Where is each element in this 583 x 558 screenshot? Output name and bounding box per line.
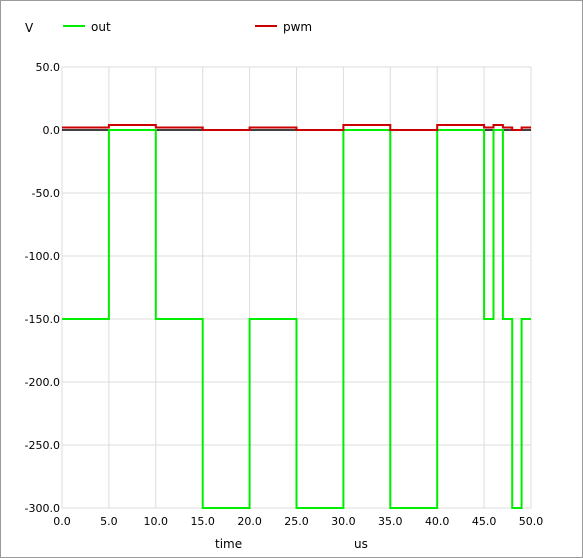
x-axis-unit: us — [354, 537, 368, 551]
x-tick-label: 15.0 — [190, 515, 215, 528]
x-tick-label: 35.0 — [378, 515, 403, 528]
legend-label-pwm: pwm — [283, 20, 312, 34]
x-tick-label: 45.0 — [472, 515, 497, 528]
y-tick-label: -200.0 — [25, 376, 60, 389]
y-tick-label: -150.0 — [25, 313, 60, 326]
x-tick-label: 20.0 — [237, 515, 262, 528]
x-tick-label: 5.0 — [100, 515, 118, 528]
x-axis-label: time — [215, 537, 242, 551]
y-tick-label: -100.0 — [25, 250, 60, 263]
y-tick-label: 50.0 — [36, 61, 61, 74]
x-tick-label: 25.0 — [284, 515, 309, 528]
x-tick-label: 30.0 — [331, 515, 356, 528]
legend: out pwm — [63, 20, 312, 34]
tick-labels: 0.0 5.0 10.0 15.0 20.0 25.0 30.0 35.0 40.0 45.0 50… — [25, 61, 544, 528]
y-tick-label: -300.0 — [25, 502, 60, 515]
series-line-pwm — [62, 124, 531, 131]
y-tick-label: 0.0 — [43, 124, 61, 137]
legend-label-out: out — [91, 20, 111, 34]
y-tick-label: -50.0 — [32, 187, 60, 200]
x-tick-label: 10.0 — [144, 515, 169, 528]
x-tick-label: 0.0 — [53, 515, 71, 528]
x-tick-label: 40.0 — [425, 515, 450, 528]
y-tick-label: -250.0 — [25, 439, 60, 452]
series-line-out — [62, 129, 531, 509]
series-layer — [62, 124, 531, 509]
y-axis-label: V — [25, 21, 34, 35]
x-tick-label: 50.0 — [519, 515, 544, 528]
